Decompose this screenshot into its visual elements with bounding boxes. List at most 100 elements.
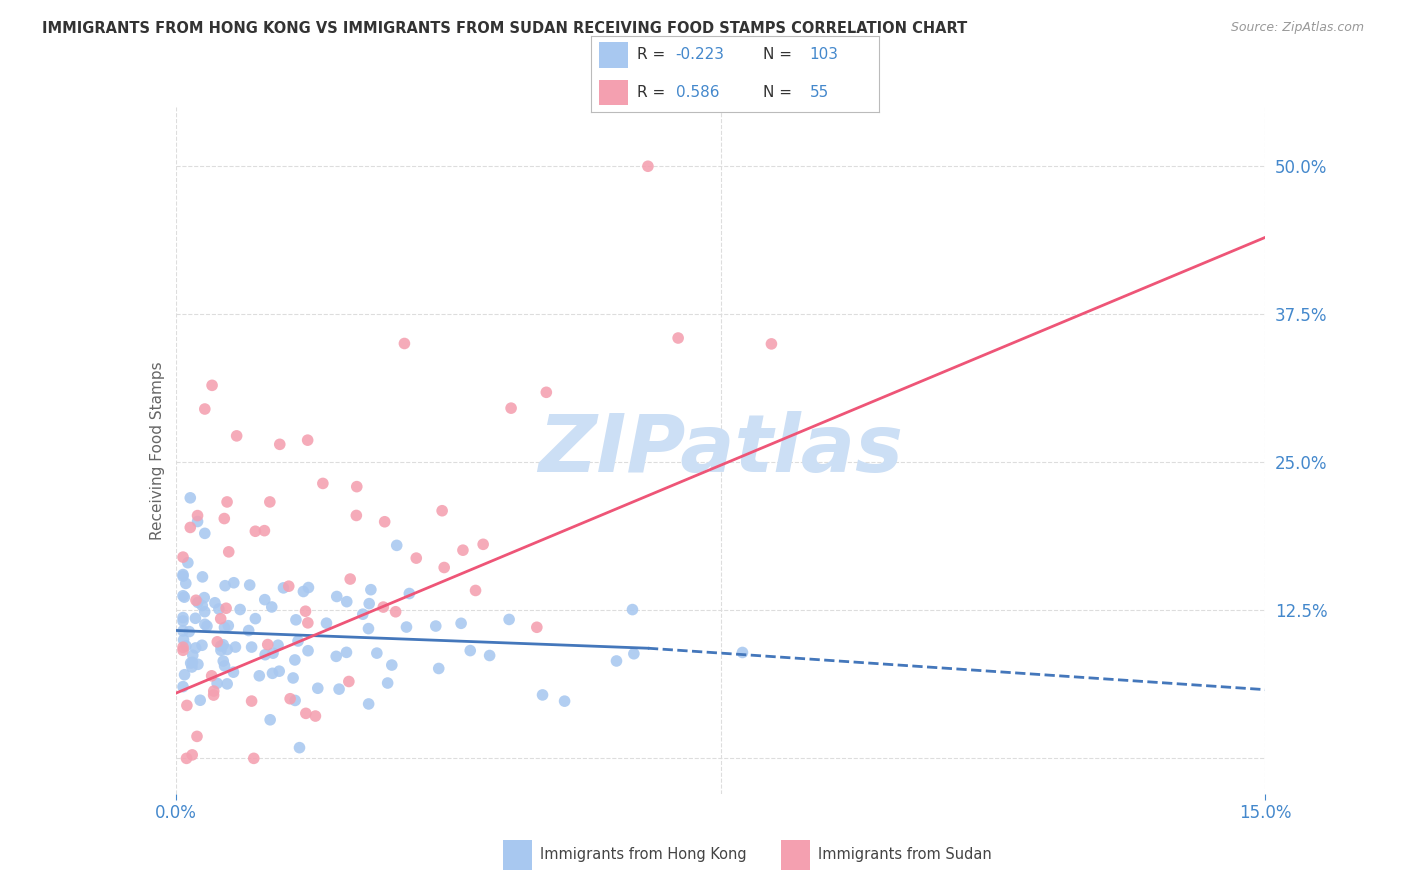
Point: [201, 669, 224, 683]
Point: [181, 656, 204, 670]
Point: [284, 653, 307, 667]
Point: [191, 638, 214, 652]
Text: ZIPatlas: ZIPatlas: [538, 411, 903, 490]
Point: [242, 751, 264, 765]
Point: [214, 658, 236, 673]
Point: [262, 646, 284, 660]
Point: [174, 639, 197, 653]
Point: [193, 591, 215, 605]
Point: [181, 648, 204, 663]
Point: [374, 515, 396, 529]
Point: [427, 661, 450, 675]
Point: [212, 654, 235, 668]
Point: [209, 612, 232, 626]
Point: [186, 508, 209, 523]
Point: [184, 640, 207, 655]
Bar: [780, 839, 810, 870]
Point: [451, 543, 474, 558]
Point: [381, 658, 404, 673]
Point: [357, 622, 380, 636]
Point: [172, 640, 194, 655]
Point: [173, 667, 195, 681]
Text: 103: 103: [810, 47, 838, 62]
Point: [222, 575, 245, 590]
Point: [346, 480, 368, 494]
Point: [172, 614, 194, 628]
Point: [450, 616, 472, 631]
Point: [464, 583, 486, 598]
Point: [173, 632, 195, 647]
Point: [761, 337, 783, 351]
Point: [262, 666, 284, 681]
Point: [315, 616, 337, 631]
Point: [172, 569, 194, 583]
Text: -0.223: -0.223: [675, 47, 724, 62]
Point: [212, 638, 235, 652]
Point: [284, 693, 307, 707]
Point: [458, 643, 481, 657]
Bar: [599, 79, 628, 105]
Point: [238, 624, 260, 638]
Point: [172, 550, 194, 565]
Point: [430, 504, 453, 518]
Point: [224, 640, 246, 654]
Point: [240, 694, 263, 708]
Point: [179, 520, 201, 534]
Point: [297, 581, 319, 595]
Point: [281, 671, 304, 685]
Point: [253, 592, 276, 607]
Point: [240, 640, 263, 654]
Point: [337, 674, 360, 689]
Point: [217, 677, 239, 691]
Text: Source: ZipAtlas.com: Source: ZipAtlas.com: [1230, 21, 1364, 34]
Point: [377, 676, 399, 690]
Point: [173, 590, 195, 604]
Point: [202, 684, 225, 698]
Point: [288, 740, 311, 755]
Point: [478, 648, 501, 663]
Point: [335, 645, 357, 659]
Point: [177, 556, 200, 570]
Point: [180, 656, 202, 670]
Bar: [503, 839, 531, 870]
Point: [217, 618, 239, 632]
Point: [217, 642, 239, 657]
Point: [284, 613, 307, 627]
Point: [384, 605, 406, 619]
Point: [259, 495, 281, 509]
Point: [209, 643, 232, 657]
Point: [666, 331, 689, 345]
Point: [191, 570, 214, 584]
Point: [176, 698, 198, 713]
Point: [339, 572, 361, 586]
Point: [344, 508, 367, 523]
Point: [373, 600, 395, 615]
Point: [623, 647, 645, 661]
Point: [214, 620, 236, 634]
Y-axis label: Receiving Food Stamps: Receiving Food Stamps: [149, 361, 165, 540]
Point: [202, 688, 225, 702]
Point: [307, 681, 329, 696]
Point: [385, 538, 408, 552]
Point: [194, 526, 217, 541]
Point: [225, 429, 247, 443]
Point: [172, 680, 194, 694]
Point: [209, 639, 232, 653]
Point: [172, 643, 194, 657]
Point: [194, 617, 217, 632]
Point: [269, 437, 291, 451]
Point: [297, 615, 319, 630]
Text: N =: N =: [763, 85, 797, 100]
Point: [273, 581, 295, 595]
Point: [204, 596, 226, 610]
Point: [214, 511, 236, 525]
Point: [214, 579, 236, 593]
Point: [605, 654, 627, 668]
Point: [287, 634, 309, 648]
Point: [433, 560, 456, 574]
Point: [179, 491, 201, 505]
Point: [731, 645, 754, 659]
Point: [174, 576, 197, 591]
Point: [472, 537, 495, 551]
Point: [194, 605, 217, 619]
